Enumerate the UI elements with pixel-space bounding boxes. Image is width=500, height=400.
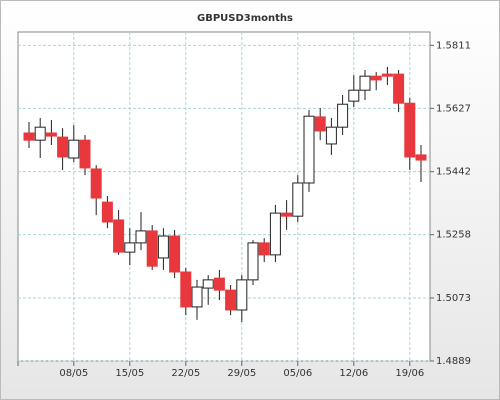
candle-body (135, 230, 147, 244)
candle-body (213, 277, 225, 291)
candle-body (281, 212, 293, 217)
candle-body (314, 116, 326, 132)
y-tick-label: 1.5258 (436, 230, 471, 241)
candle-body (146, 230, 158, 267)
candle-body (34, 126, 46, 141)
y-tick-label: 1.5811 (436, 40, 471, 51)
x-tick-label: 22/05 (171, 368, 200, 379)
candle-body (292, 182, 304, 217)
candle-body (68, 139, 80, 159)
candle-body (169, 235, 181, 273)
candle-body (381, 73, 393, 77)
x-tick-label: 05/06 (283, 368, 312, 379)
candle-body (45, 132, 57, 137)
y-tick-label: 1.4889 (436, 356, 471, 367)
candle-body (79, 139, 91, 169)
candle-body (415, 154, 427, 161)
candle-body (191, 286, 203, 308)
y-tick-label: 1.5073 (436, 293, 471, 304)
y-tick-label: 1.5627 (436, 103, 471, 114)
x-tick-label: 19/06 (395, 368, 424, 379)
candle-body (359, 75, 371, 91)
candle-body (124, 242, 136, 253)
candle-body (348, 89, 360, 102)
candle-body (303, 115, 315, 184)
candle-body (113, 219, 125, 253)
candle-body (202, 279, 214, 289)
candle-body (393, 73, 405, 104)
candle-body (225, 289, 237, 311)
candle-body (157, 235, 169, 259)
candle-body (325, 126, 337, 145)
candle-body (236, 279, 248, 311)
candle-body (90, 168, 102, 199)
candle-body (180, 271, 192, 308)
candle-body (404, 102, 416, 158)
candle-body (57, 136, 69, 158)
candle-body (23, 132, 35, 141)
candle-body (101, 201, 113, 223)
x-tick-label: 08/05 (59, 368, 88, 379)
y-tick-label: 1.5442 (436, 167, 471, 178)
candle-body (337, 103, 349, 128)
candle-body (258, 242, 270, 256)
candle-body (269, 212, 281, 256)
chart-title: GBPUSD3months (197, 13, 293, 24)
candle-body (370, 75, 382, 81)
x-tick-label: 15/05 (115, 368, 144, 379)
x-tick-label: 12/06 (339, 368, 368, 379)
candle-body (247, 242, 259, 281)
x-tick-label: 29/05 (227, 368, 256, 379)
